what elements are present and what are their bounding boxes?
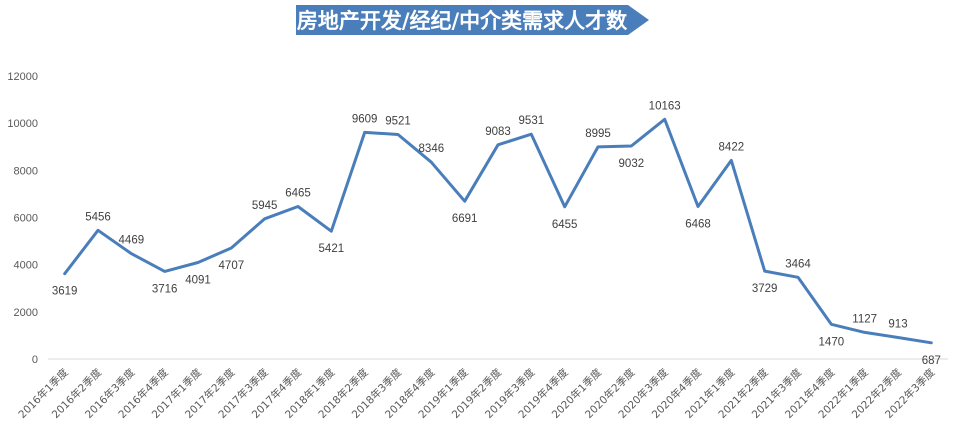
data-label: 1127 <box>852 313 877 325</box>
y-tick-label: 6000 <box>14 213 38 225</box>
chart-title: 房地产开发/经纪/中介类需求人才数 <box>296 5 649 35</box>
data-label: 9083 <box>485 126 511 138</box>
data-label: 3729 <box>752 283 778 295</box>
data-label: 6691 <box>452 213 478 225</box>
data-label: 4707 <box>219 260 245 272</box>
data-label: 9531 <box>519 115 545 127</box>
y-tick-label: 0 <box>32 354 38 366</box>
data-labels: 3619 5456 4469 3716 4091 4707 5945 6465 5421 9609… <box>52 100 941 366</box>
data-label: 6465 <box>285 188 311 200</box>
data-label: 9609 <box>352 113 378 125</box>
data-label: 913 <box>888 318 907 330</box>
data-label: 9521 <box>385 115 411 127</box>
data-label: 5456 <box>85 211 111 223</box>
data-label: 1470 <box>819 336 845 348</box>
y-tick-label: 4000 <box>14 260 38 272</box>
data-label: 6455 <box>552 219 578 231</box>
data-label: 687 <box>922 355 941 367</box>
y-tick-label: 12000 <box>7 71 38 83</box>
chart-title-text: 房地产开发/经纪/中介类需求人才数 <box>297 9 628 33</box>
data-label: 8422 <box>719 141 745 153</box>
data-label: 9032 <box>619 158 645 170</box>
data-label: 3464 <box>785 258 811 270</box>
data-label: 4091 <box>185 275 211 287</box>
series-line <box>63 117 933 345</box>
y-tick-label: 2000 <box>14 307 38 319</box>
data-label: 4469 <box>119 235 145 247</box>
data-label: 10163 <box>649 100 681 112</box>
data-label: 8995 <box>585 128 611 140</box>
x-axis: 2016年1季度2016年2季度2016年3季度2016年4季度2017年1季度… <box>16 366 938 421</box>
title-banner <box>296 5 649 35</box>
y-tick-label: 8000 <box>14 165 38 177</box>
data-label: 3716 <box>152 283 178 295</box>
y-axis: 0 2000 4000 6000 8000 10000 12000 <box>7 71 38 366</box>
data-label: 5945 <box>252 200 278 212</box>
data-label: 6468 <box>685 218 711 230</box>
data-label: 5421 <box>319 243 345 255</box>
data-label: 8346 <box>419 143 445 155</box>
y-tick-label: 10000 <box>7 118 38 130</box>
data-label: 3619 <box>52 286 78 298</box>
